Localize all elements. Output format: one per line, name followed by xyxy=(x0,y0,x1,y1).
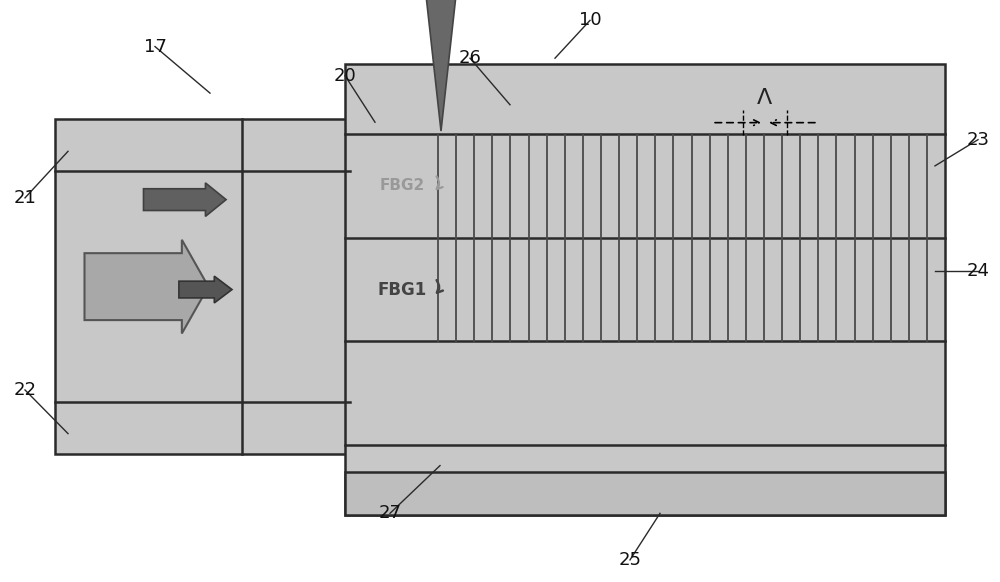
Text: 22: 22 xyxy=(14,381,36,399)
Text: 25: 25 xyxy=(618,551,642,569)
Bar xyxy=(345,472,945,515)
Text: 21: 21 xyxy=(14,189,36,207)
Text: 10: 10 xyxy=(579,12,601,29)
FancyArrow shape xyxy=(144,183,226,217)
FancyArrow shape xyxy=(84,240,208,333)
Polygon shape xyxy=(423,0,459,131)
Text: 23: 23 xyxy=(966,131,990,148)
Text: 17: 17 xyxy=(144,38,166,55)
Text: 27: 27 xyxy=(378,505,402,522)
Text: FBG2: FBG2 xyxy=(379,178,425,193)
FancyArrow shape xyxy=(179,276,232,303)
Bar xyxy=(55,119,350,454)
Text: FBG1: FBG1 xyxy=(377,281,427,299)
Text: 20: 20 xyxy=(334,67,356,84)
Text: $\Lambda$: $\Lambda$ xyxy=(756,87,774,109)
Bar xyxy=(345,64,945,515)
Text: 26: 26 xyxy=(459,49,481,67)
Text: 24: 24 xyxy=(966,262,990,279)
